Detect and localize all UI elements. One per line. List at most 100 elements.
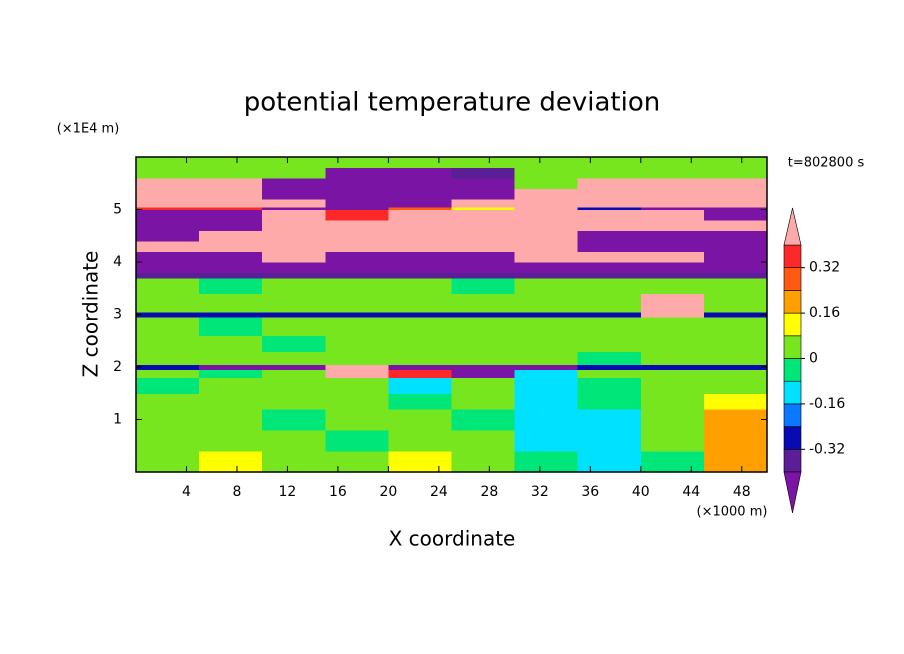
contour-cell	[703, 317, 768, 336]
contour-cell	[388, 351, 452, 365]
contour-cell	[640, 241, 705, 252]
contour-cell	[262, 206, 326, 210]
contour-cell	[136, 209, 200, 221]
contour-cell	[451, 351, 516, 365]
x-tick-label: 24	[430, 484, 448, 500]
y-tick-label: 1	[113, 412, 122, 428]
contour-cell	[136, 311, 200, 318]
contour-cell	[451, 230, 516, 242]
contour-cell	[640, 178, 705, 189]
contour-cell	[199, 277, 263, 294]
x-tick-label: 28	[480, 484, 498, 500]
contour-cell	[199, 377, 263, 394]
contour-cell	[640, 209, 705, 221]
contour-cell	[451, 430, 516, 452]
contour-cell	[388, 157, 452, 168]
x-tick-label: 20	[379, 484, 397, 500]
contour-cell	[262, 272, 326, 279]
contour-cell	[451, 277, 516, 294]
contour-cell	[577, 206, 642, 210]
contour-cell	[136, 178, 200, 189]
contour-cell	[388, 364, 452, 371]
colorbar-box	[783, 380, 802, 405]
contour-cell	[703, 311, 768, 318]
contour-cell	[514, 262, 579, 273]
contour-cell	[136, 369, 200, 378]
contour-cell	[325, 311, 389, 318]
contour-cell	[136, 241, 200, 252]
contour-cell	[451, 167, 516, 179]
contour-cell	[703, 272, 768, 279]
contour-cell	[577, 293, 642, 313]
x-tick-label: 48	[733, 484, 751, 500]
chart-title: potential temperature deviation	[244, 88, 660, 118]
contour-cell	[514, 409, 579, 431]
contour-cell	[514, 241, 579, 252]
contour-cell	[640, 311, 705, 318]
contour-cell	[325, 377, 389, 394]
contour-cell	[388, 220, 452, 231]
contour-cell	[199, 188, 263, 200]
contour-cell	[262, 293, 326, 313]
contour-cell	[199, 262, 263, 273]
contour-cell	[577, 178, 642, 189]
contour-cell	[262, 451, 326, 473]
contour-cell	[388, 262, 452, 273]
contour-cell	[388, 393, 452, 410]
contour-cell	[577, 369, 642, 378]
contour-cell	[325, 206, 389, 210]
contour-cell	[199, 451, 263, 473]
contour-cell	[262, 409, 326, 431]
contour-cell	[136, 230, 200, 242]
contour-cell	[514, 220, 579, 231]
contour-cell	[388, 206, 452, 210]
contour-cell	[325, 293, 389, 313]
contour-cell	[640, 369, 705, 378]
contour-cell	[388, 209, 452, 221]
contour-cell	[136, 277, 200, 294]
contour-cell	[199, 369, 263, 378]
y-tick-label: 4	[113, 254, 122, 270]
contour-cell	[703, 377, 768, 394]
contour-cell	[388, 277, 452, 294]
contour-cell	[199, 335, 263, 352]
contour-cell	[199, 317, 263, 336]
colorbar-tick-label: -0.32	[809, 441, 845, 457]
contour-cell	[577, 351, 642, 365]
contour-cell	[451, 199, 516, 208]
contour-cell	[703, 430, 768, 452]
contour-cell	[514, 317, 579, 336]
colorbar-box	[783, 358, 802, 382]
colorbar-box	[783, 244, 802, 269]
contour-cell	[199, 157, 263, 168]
contour-cell	[262, 209, 326, 221]
contour-cell	[514, 157, 579, 168]
contour-cell	[325, 167, 389, 179]
contour-cell	[262, 230, 326, 242]
contour-cell	[577, 364, 642, 371]
contour-cell	[703, 209, 768, 221]
contour-cell	[451, 451, 516, 473]
contour-cell	[199, 178, 263, 189]
contour-cell	[703, 409, 768, 431]
contour-cell	[325, 364, 389, 371]
contour-cell	[640, 220, 705, 231]
colorbar-box	[783, 312, 802, 337]
contour-cell	[388, 199, 452, 208]
contour-cell	[136, 251, 200, 263]
contour-cell	[136, 430, 200, 452]
contour-cell	[136, 393, 200, 410]
contour-cell	[325, 188, 389, 200]
contour-cell	[514, 430, 579, 452]
contour-cell	[640, 393, 705, 410]
contour-cell	[514, 272, 579, 279]
contour-cell	[451, 188, 516, 200]
contour-cell	[388, 377, 452, 394]
contour-cell	[199, 293, 263, 313]
contour-cell	[577, 311, 642, 318]
contour-cell	[451, 364, 516, 371]
contour-cell	[640, 377, 705, 394]
contour-cell	[451, 369, 516, 378]
